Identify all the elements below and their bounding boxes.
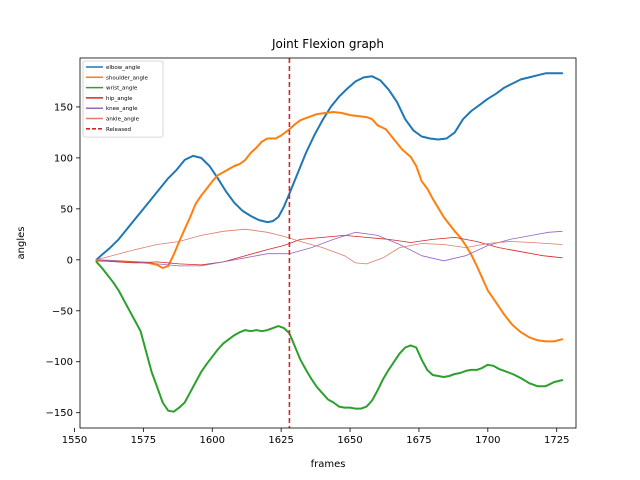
y-tick-label: 0 (67, 255, 73, 266)
chart-title: Joint Flexion graph (271, 37, 384, 51)
x-axis-label: frames (311, 459, 346, 470)
x-tick-label: 1650 (337, 435, 362, 446)
x-tick-label: 1550 (62, 435, 87, 446)
legend-label-shoulder-angle: shoulder_angle (106, 75, 148, 81)
series-line-shoulder-angle (95, 111, 564, 343)
x-tick-label: 1625 (268, 435, 293, 446)
legend-label-elbow-angle: elbow_angle (106, 65, 141, 71)
x-tick-label: 1700 (475, 435, 500, 446)
legend-label-knee-angle: knee_angle (106, 106, 138, 112)
y-tick-label: −100 (46, 357, 73, 368)
x-tick-label: 1600 (200, 435, 225, 446)
series-line-wrist-angle (95, 260, 564, 413)
plot-lines (95, 58, 564, 428)
x-axis: 1550 1575 1600 1625 1650 1675 1700 1725 (62, 428, 569, 446)
series-line-elbow-angle (95, 72, 564, 261)
y-tick-label: 150 (54, 102, 73, 113)
series-line-hip-angle (96, 235, 563, 266)
x-tick-label: 1575 (131, 435, 156, 446)
y-axis: −150 −100 −50 0 50 100 150 (46, 102, 80, 419)
y-tick-label: −150 (46, 408, 73, 419)
x-tick-label: 1725 (544, 435, 569, 446)
y-axis-label: angles (16, 227, 27, 260)
x-tick-label: 1675 (406, 435, 431, 446)
plot-frame (79, 57, 577, 429)
legend-label-released: Released (106, 127, 131, 133)
y-tick-label: 50 (60, 204, 73, 215)
legend-label-ankle-angle: ankle_angle (106, 117, 140, 123)
legend: elbow_angle shoulder_angle wrist_angle hip_… (82, 60, 164, 138)
y-tick-label: −50 (52, 306, 73, 317)
legend-label-wrist-angle: wrist_angle (106, 86, 138, 92)
y-tick-label: 100 (54, 153, 73, 164)
legend-label-hip-angle: hip_angle (106, 96, 133, 102)
series-line-knee-angle (96, 230, 563, 267)
series-line-ankle-angle (96, 228, 563, 265)
